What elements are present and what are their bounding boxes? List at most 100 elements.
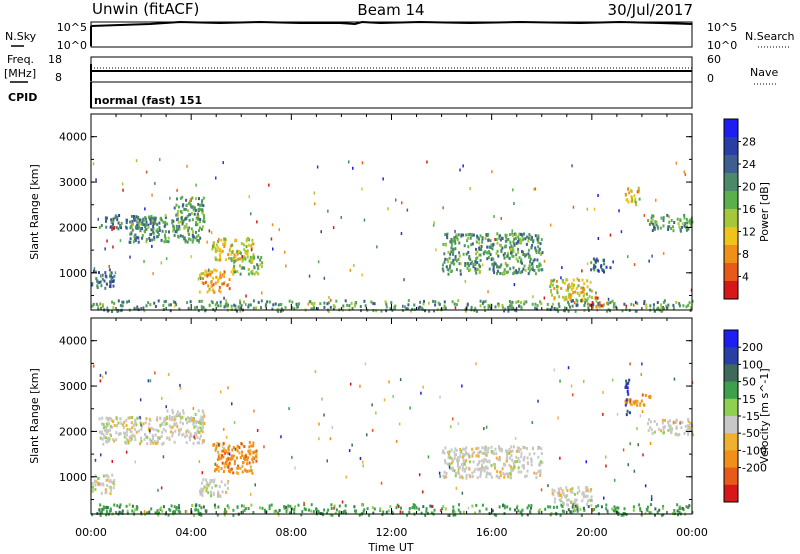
data-cell [136, 506, 139, 510]
data-cell [253, 272, 256, 276]
time-tick-label: 12:00 [376, 526, 408, 539]
data-cell [252, 253, 255, 257]
data-cell [454, 513, 457, 517]
data-cell [625, 379, 628, 383]
data-cell [487, 304, 490, 308]
nsky-label: N.Sky [5, 30, 37, 43]
data-cell [567, 508, 570, 512]
nave-label: Nave [750, 66, 778, 79]
data-cell [197, 217, 200, 221]
data-cell [117, 299, 120, 303]
data-cell [248, 243, 251, 247]
data-cell [419, 305, 421, 309]
data-cell [99, 430, 101, 434]
data-cell [364, 304, 367, 308]
data-cell [586, 297, 589, 301]
data-cell [538, 263, 541, 267]
data-cell [259, 506, 261, 510]
data-cell [98, 226, 101, 229]
data-cell [119, 503, 122, 507]
data-cell [106, 478, 109, 482]
data-cell [198, 290, 201, 294]
data-cell [214, 250, 217, 253]
data-cell [112, 438, 115, 442]
data-cell [201, 430, 204, 434]
data-cell [524, 268, 527, 272]
data-cell [498, 445, 500, 449]
data-cell [524, 254, 526, 258]
data-cell [466, 239, 469, 243]
data-cell [169, 303, 172, 307]
data-cell [181, 415, 184, 419]
data-cell [444, 243, 447, 247]
data-cell [458, 472, 461, 476]
data-cell [590, 268, 593, 272]
data-cell [517, 509, 520, 513]
data-cell [208, 303, 211, 307]
data-cell [128, 427, 131, 431]
data-cell [104, 271, 107, 275]
data-cell [654, 507, 657, 511]
data-cell [122, 300, 125, 304]
data-cell [636, 400, 639, 404]
data-cell [92, 485, 94, 489]
data-cell [653, 226, 655, 229]
data-cell [509, 507, 512, 511]
data-cell [242, 266, 245, 270]
data-cell [607, 301, 610, 305]
data-cell [316, 307, 319, 311]
data-cell [556, 491, 559, 495]
data-cell [532, 259, 535, 263]
data-cell [445, 265, 448, 269]
data-cell [232, 454, 235, 458]
data-cell [252, 444, 255, 448]
data-cell [469, 268, 472, 272]
data-cell [525, 253, 528, 257]
data-cell [97, 307, 100, 311]
data-cell [597, 504, 600, 508]
data-cell [105, 225, 108, 229]
data-cell [375, 309, 378, 313]
data-cell [532, 239, 535, 243]
data-cell [164, 429, 167, 433]
data-cell [223, 510, 226, 514]
data-cell [516, 504, 519, 508]
data-cell [168, 230, 170, 234]
data-cell [477, 446, 480, 450]
data-cell [689, 218, 692, 222]
data-cell [214, 468, 217, 471]
data-cell [508, 447, 511, 451]
data-cell [111, 425, 113, 429]
data-cell [176, 228, 179, 232]
data-cell [692, 433, 694, 437]
data-cell [188, 435, 191, 439]
data-cell [322, 513, 325, 517]
data-cell [288, 511, 291, 515]
data-cell [181, 234, 184, 238]
data-cell [510, 251, 512, 255]
data-cell [635, 203, 638, 207]
data-cell [170, 504, 173, 508]
data-cell [403, 305, 406, 309]
data-cell [648, 222, 651, 226]
data-cell [177, 509, 180, 513]
data-cell [209, 273, 212, 277]
data-cell [528, 233, 531, 237]
data-cell [523, 457, 525, 461]
data-cell [565, 295, 568, 299]
data-cell [119, 511, 122, 515]
data-cell [236, 444, 239, 448]
data-cell [656, 225, 659, 229]
data-cell [351, 306, 354, 310]
data-cell [370, 300, 373, 304]
data-cell [91, 513, 94, 517]
noise-cell [597, 269, 600, 273]
data-cell [523, 446, 526, 450]
data-cell [452, 250, 455, 254]
data-cell [226, 481, 229, 485]
data-cell [504, 307, 507, 311]
data-cell [448, 463, 451, 467]
data-cell [643, 302, 646, 306]
data-cell [344, 504, 347, 508]
